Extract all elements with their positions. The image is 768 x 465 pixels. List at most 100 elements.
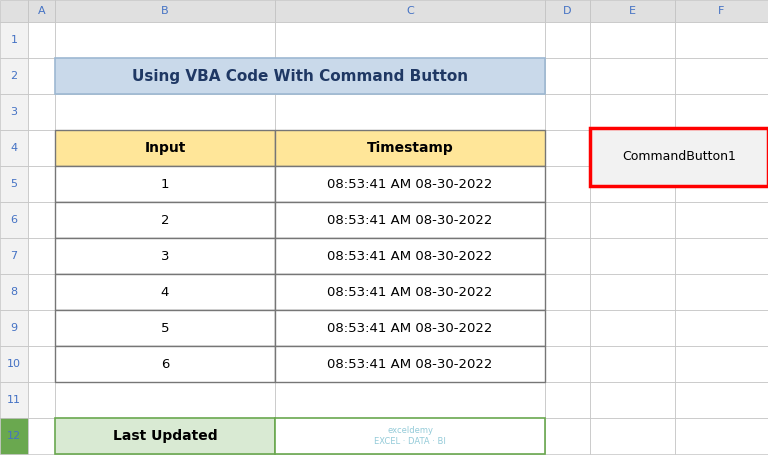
Bar (28, 238, 55, 274)
Text: 08:53:41 AM 08-30-2022: 08:53:41 AM 08-30-2022 (327, 178, 493, 191)
Bar (590, 346, 675, 382)
Bar (55, 346, 275, 382)
Bar (545, 0, 590, 22)
Bar (28, 274, 55, 310)
Bar (55, 130, 275, 166)
Bar (590, 0, 675, 22)
Text: E: E (629, 6, 636, 16)
Bar (55, 238, 275, 274)
Bar (0, 58, 28, 94)
Bar (0, 274, 28, 310)
Text: 1: 1 (11, 35, 18, 45)
Bar (590, 238, 675, 274)
Bar (0, 0, 28, 22)
Bar (545, 310, 590, 346)
Bar (55, 382, 275, 418)
Bar (675, 166, 768, 202)
Bar (28, 58, 55, 94)
Text: 08:53:41 AM 08-30-2022: 08:53:41 AM 08-30-2022 (327, 286, 493, 299)
Text: 5: 5 (11, 179, 18, 189)
Bar (0, 382, 28, 418)
Text: 11: 11 (7, 395, 21, 405)
Text: CommandButton1: CommandButton1 (622, 150, 736, 163)
Bar (55, 238, 275, 274)
Text: A: A (38, 6, 45, 16)
Bar (275, 0, 545, 22)
Bar (545, 274, 590, 310)
Bar (545, 166, 590, 202)
Bar (28, 130, 55, 166)
Bar (28, 382, 55, 418)
Bar (275, 58, 545, 94)
Text: 8: 8 (11, 287, 18, 297)
Text: 6: 6 (11, 215, 18, 225)
Text: Using VBA Code With Command Button: Using VBA Code With Command Button (132, 68, 468, 84)
Bar (55, 58, 275, 94)
Bar (675, 418, 768, 454)
Bar (675, 0, 768, 22)
Bar (545, 130, 590, 166)
Bar (0, 94, 28, 130)
Bar (275, 310, 545, 346)
Bar (275, 130, 545, 166)
Bar (55, 202, 275, 238)
Bar (28, 310, 55, 346)
Bar (275, 238, 545, 274)
Bar (0, 22, 28, 58)
Bar (275, 202, 545, 238)
Text: C: C (406, 6, 414, 16)
Bar (0, 418, 28, 454)
Text: 2: 2 (161, 213, 169, 226)
Bar (590, 310, 675, 346)
Bar (55, 0, 275, 22)
Bar (55, 202, 275, 238)
Bar (675, 346, 768, 382)
Bar (275, 166, 545, 202)
Bar (545, 58, 590, 94)
Bar (275, 238, 545, 274)
Bar (675, 58, 768, 94)
Bar (0, 166, 28, 202)
Text: 3: 3 (11, 107, 18, 117)
Bar (590, 274, 675, 310)
Bar (675, 22, 768, 58)
Bar (675, 274, 768, 310)
Bar (28, 0, 55, 22)
Bar (545, 382, 590, 418)
Text: 08:53:41 AM 08-30-2022: 08:53:41 AM 08-30-2022 (327, 250, 493, 263)
Bar (275, 418, 545, 454)
Bar (275, 274, 545, 310)
Bar (55, 130, 275, 166)
Bar (275, 130, 545, 166)
Bar (55, 346, 275, 382)
Bar (55, 274, 275, 310)
Bar (545, 22, 590, 58)
Text: 2: 2 (11, 71, 18, 81)
Bar (0, 130, 28, 166)
Bar (0, 238, 28, 274)
Bar (590, 22, 675, 58)
Bar (590, 202, 675, 238)
Bar (28, 166, 55, 202)
Bar (275, 202, 545, 238)
Bar (545, 418, 590, 454)
Bar (675, 94, 768, 130)
Bar (55, 22, 275, 58)
Bar (275, 310, 545, 346)
Bar (28, 202, 55, 238)
Bar (590, 94, 675, 130)
Bar (545, 94, 590, 130)
Text: 08:53:41 AM 08-30-2022: 08:53:41 AM 08-30-2022 (327, 358, 493, 371)
Text: 08:53:41 AM 08-30-2022: 08:53:41 AM 08-30-2022 (327, 321, 493, 334)
Bar (590, 128, 768, 186)
Text: 7: 7 (11, 251, 18, 261)
Text: 9: 9 (11, 323, 18, 333)
Bar (28, 94, 55, 130)
Text: 1: 1 (161, 178, 169, 191)
Bar (545, 346, 590, 382)
Bar (55, 274, 275, 310)
Text: D: D (563, 6, 571, 16)
Bar (275, 346, 545, 382)
Bar (55, 58, 545, 94)
Bar (590, 130, 675, 166)
